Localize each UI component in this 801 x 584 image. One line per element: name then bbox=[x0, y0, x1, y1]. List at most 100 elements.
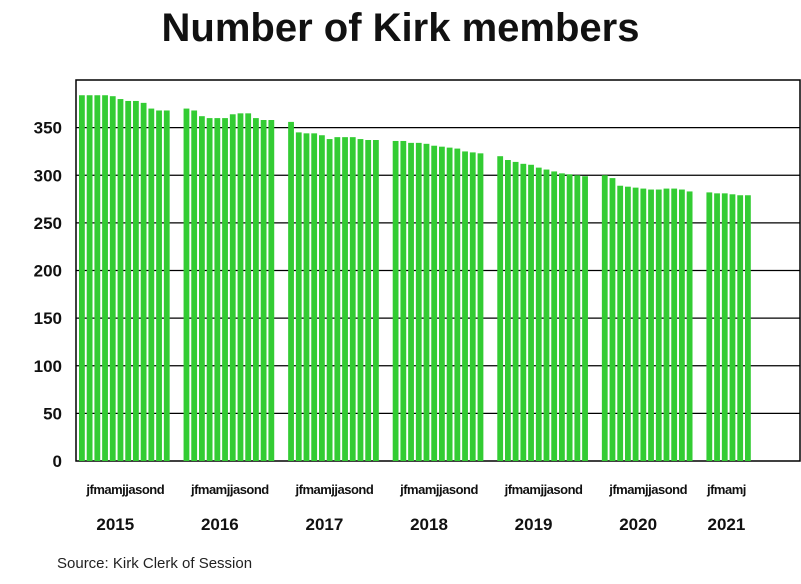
bar bbox=[206, 118, 213, 461]
year-label: 2021 bbox=[708, 515, 746, 534]
month-tick-labels: jfmamj bbox=[706, 482, 746, 497]
chart-title: Number of Kirk members bbox=[161, 6, 640, 50]
month-tick-labels: jfmamjjasond bbox=[608, 482, 687, 497]
bar bbox=[439, 146, 445, 462]
y-tick-label: 200 bbox=[34, 262, 62, 281]
year-label: 2017 bbox=[306, 515, 344, 534]
y-tick-label: 100 bbox=[34, 357, 62, 376]
y-tick-label: 0 bbox=[53, 452, 62, 471]
y-tick-label: 250 bbox=[34, 214, 62, 233]
bar bbox=[392, 140, 399, 461]
bar bbox=[609, 178, 616, 462]
bar bbox=[477, 153, 484, 461]
month-tick-labels: jfmamjjasond bbox=[190, 482, 269, 497]
bar bbox=[528, 164, 534, 461]
bar bbox=[326, 139, 333, 461]
bar bbox=[222, 118, 228, 461]
bar bbox=[295, 132, 302, 461]
bar bbox=[640, 188, 647, 461]
bar bbox=[520, 163, 527, 461]
bar bbox=[543, 169, 550, 461]
bar bbox=[140, 102, 147, 462]
bar bbox=[156, 110, 162, 461]
month-tick-labels: jfmamjjasond bbox=[399, 482, 478, 497]
bar bbox=[148, 108, 155, 461]
bar bbox=[625, 186, 631, 461]
bar bbox=[349, 137, 356, 461]
source-note: Source: Kirk Clerk of Session bbox=[57, 555, 253, 572]
bar bbox=[566, 174, 573, 462]
bar bbox=[431, 145, 438, 461]
bar bbox=[94, 95, 101, 462]
bar bbox=[229, 114, 236, 461]
y-tick-label: 150 bbox=[34, 309, 62, 328]
bar bbox=[86, 95, 93, 462]
bar bbox=[214, 118, 221, 461]
bar bbox=[648, 189, 654, 461]
bar bbox=[454, 148, 461, 461]
bar bbox=[721, 193, 728, 461]
bar bbox=[342, 137, 348, 461]
bar bbox=[423, 143, 430, 461]
bar bbox=[714, 193, 720, 461]
year-label: 2018 bbox=[410, 515, 448, 534]
bar bbox=[415, 142, 422, 462]
bar bbox=[334, 137, 341, 461]
bar bbox=[109, 96, 116, 461]
bar bbox=[373, 140, 379, 461]
y-tick-label: 350 bbox=[34, 119, 62, 138]
bar bbox=[745, 195, 751, 461]
bar bbox=[183, 108, 190, 461]
year-label: 2015 bbox=[96, 515, 134, 534]
bar bbox=[663, 188, 670, 461]
bar bbox=[512, 161, 519, 462]
bar bbox=[253, 118, 259, 461]
bar bbox=[79, 95, 85, 462]
bar bbox=[133, 100, 139, 461]
year-label: 2019 bbox=[515, 515, 553, 534]
bar bbox=[199, 116, 205, 461]
bar bbox=[706, 192, 713, 461]
bar bbox=[191, 110, 198, 461]
bar bbox=[117, 99, 124, 462]
bar bbox=[617, 185, 624, 462]
bar bbox=[319, 135, 325, 461]
bar bbox=[260, 120, 267, 461]
bar bbox=[679, 189, 685, 461]
bar bbox=[559, 173, 565, 461]
bar bbox=[237, 113, 244, 462]
bar bbox=[163, 110, 170, 461]
month-tick-labels: jfmamjjasond bbox=[295, 482, 374, 497]
bar bbox=[686, 191, 693, 461]
bar bbox=[632, 187, 639, 461]
bar bbox=[574, 175, 581, 461]
y-tick-label: 50 bbox=[43, 404, 62, 423]
bar bbox=[311, 133, 318, 461]
bar bbox=[268, 120, 275, 461]
bar bbox=[102, 95, 108, 462]
bar bbox=[357, 139, 364, 461]
y-axis: 0 50 100 150 200 250 300 350 bbox=[34, 119, 62, 471]
bar bbox=[497, 156, 504, 461]
bar bbox=[535, 167, 542, 461]
bar bbox=[288, 121, 294, 461]
bar bbox=[408, 142, 414, 462]
bar bbox=[729, 194, 736, 462]
y-tick-label: 300 bbox=[34, 166, 62, 185]
bar bbox=[462, 151, 468, 461]
month-tick-labels: jfmamjjasond bbox=[504, 482, 583, 497]
bar bbox=[671, 188, 678, 461]
year-label: 2016 bbox=[201, 515, 239, 534]
year-label: 2020 bbox=[619, 515, 657, 534]
bar bbox=[582, 176, 588, 461]
bar bbox=[737, 195, 744, 461]
bar bbox=[365, 140, 372, 461]
bar bbox=[469, 152, 476, 461]
bar bbox=[601, 175, 608, 461]
bar bbox=[655, 189, 662, 461]
month-tick-labels: jfmamjjasond bbox=[85, 482, 164, 497]
bar bbox=[505, 160, 511, 461]
bar bbox=[446, 147, 453, 461]
x-axis: jfmamjjasond 2015 jfmamjjasond 2016 jfmamjja… bbox=[85, 482, 746, 534]
